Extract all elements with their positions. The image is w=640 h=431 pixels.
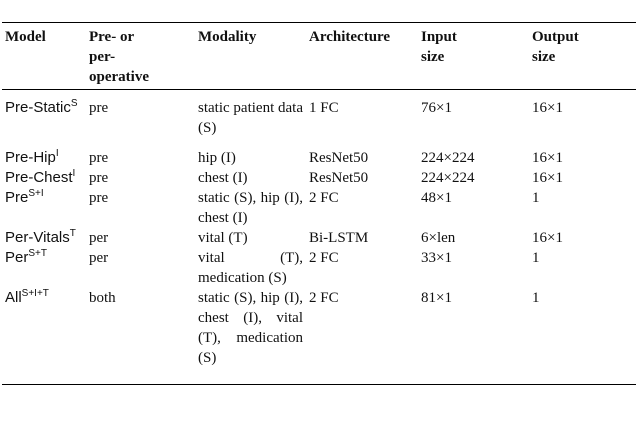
model-superscript: S+I+T [21,288,49,299]
architecture-cell: ResNet50 [309,170,369,186]
model-name: Pre-Chest [5,169,73,186]
input-size-cell: 224×224 [421,150,475,166]
results-table: Model Pre- or per- operative Modality Archi… [2,22,636,385]
header-cell: Input size [418,22,529,90]
input-size-cell: 48×1 [421,190,452,206]
table-row: PreS+I pre static (S), hip (I), chest (I) 2… [2,188,636,228]
model-cell: AllS+I+T [2,288,86,385]
input-size-cell: 6×len [421,230,456,246]
modality-cell: vital (T) [198,230,248,246]
header-text: Model [5,29,46,45]
modality-cell: static patient data (S) [198,100,303,136]
table-row: Per-VitalsT per vital (T) Bi-LSTM 6×len 16×1 [2,228,636,248]
model-superscript: I [72,168,76,179]
architecture-cell: ResNet50 [309,150,369,166]
model-superscript: S+T [28,248,47,259]
header-text: Input size [421,29,457,65]
header-text: Modality [198,29,257,45]
model-name: Pre-Hip [5,149,56,166]
architecture-cell: 2 FC [309,250,339,266]
model-name: Pre-Static [5,99,71,116]
header-cell: Architecture [306,22,418,90]
model-cell: Pre-ChestI [2,168,86,188]
model-cell: Pre-HipI [2,138,86,168]
header-row: Model Pre- or per- operative Modality Archi… [2,22,636,90]
model-superscript: S+I [28,188,44,199]
architecture-cell: Bi-LSTM [309,230,369,246]
architecture-cell: 1 FC [309,100,339,116]
model-superscript: S [70,98,78,109]
header-cell: Pre- or per- operative [86,22,195,90]
model-cell: PreS+I [2,188,86,228]
phase-cell: pre [89,170,109,186]
output-size-cell: 1 [529,288,636,385]
architecture-cell: 2 FC [309,190,339,206]
output-size-cell: 16×1 [532,100,563,116]
table-row: PerS+T per vital (T), medication (S) 2 FC 33… [2,248,636,288]
modality-cell: vital (T), medication (S) [198,250,303,286]
header-text: Output size [532,29,579,65]
table-body: Pre-StaticS pre static patient data (S) 1 F… [2,90,636,385]
modality-cell: chest (I) [198,170,248,186]
modality-cell: hip (I) [198,150,236,166]
phase-cell: per [89,230,109,246]
input-size-cell: 33×1 [421,250,452,266]
modality-cell: static (S), hip (I), chest (I), vital (T… [195,288,306,385]
input-size-cell: 81×1 [418,288,529,385]
model-cell: PerS+T [2,248,86,288]
header-text: Pre- or per- operative [89,29,149,85]
input-size-cell: 76×1 [421,100,452,116]
model-name: All [5,289,22,306]
phase-cell: pre [89,190,109,206]
model-cell: Per-VitalsT [2,228,86,248]
model-superscript: I [55,148,59,159]
model-cell: Pre-StaticS [2,90,86,139]
header-cell: Model [2,22,86,90]
phase-cell: per [89,250,109,266]
table-row: Pre-StaticS pre static patient data (S) 1 F… [2,90,636,139]
header-cell: Modality [195,22,306,90]
model-name: Per-Vitals [5,229,70,246]
output-size-cell: 16×1 [532,230,563,246]
model-superscript: T [69,228,76,239]
output-size-cell: 16×1 [532,170,563,186]
model-name: Pre [5,189,29,206]
header-text: Architecture [309,29,391,45]
output-size-cell: 1 [532,250,540,266]
phase-cell: pre [89,100,109,116]
modality-cell: static (S), hip (I), chest (I) [198,190,303,226]
phase-cell: pre [89,150,109,166]
table-row: Pre-HipI pre hip (I) ResNet50 224×224 16×1 [2,138,636,168]
output-size-cell: 16×1 [532,150,563,166]
header-cell: Output size [529,22,636,90]
architecture-cell: 2 FC [306,288,418,385]
table-row: Pre-ChestI pre chest (I) ResNet50 224×224 16×… [2,168,636,188]
output-size-cell: 1 [532,190,540,206]
model-name: Per [5,249,29,266]
table-row: AllS+I+T both static (S), hip (I), chest (… [2,288,636,385]
input-size-cell: 224×224 [421,170,475,186]
phase-cell: both [86,288,195,385]
